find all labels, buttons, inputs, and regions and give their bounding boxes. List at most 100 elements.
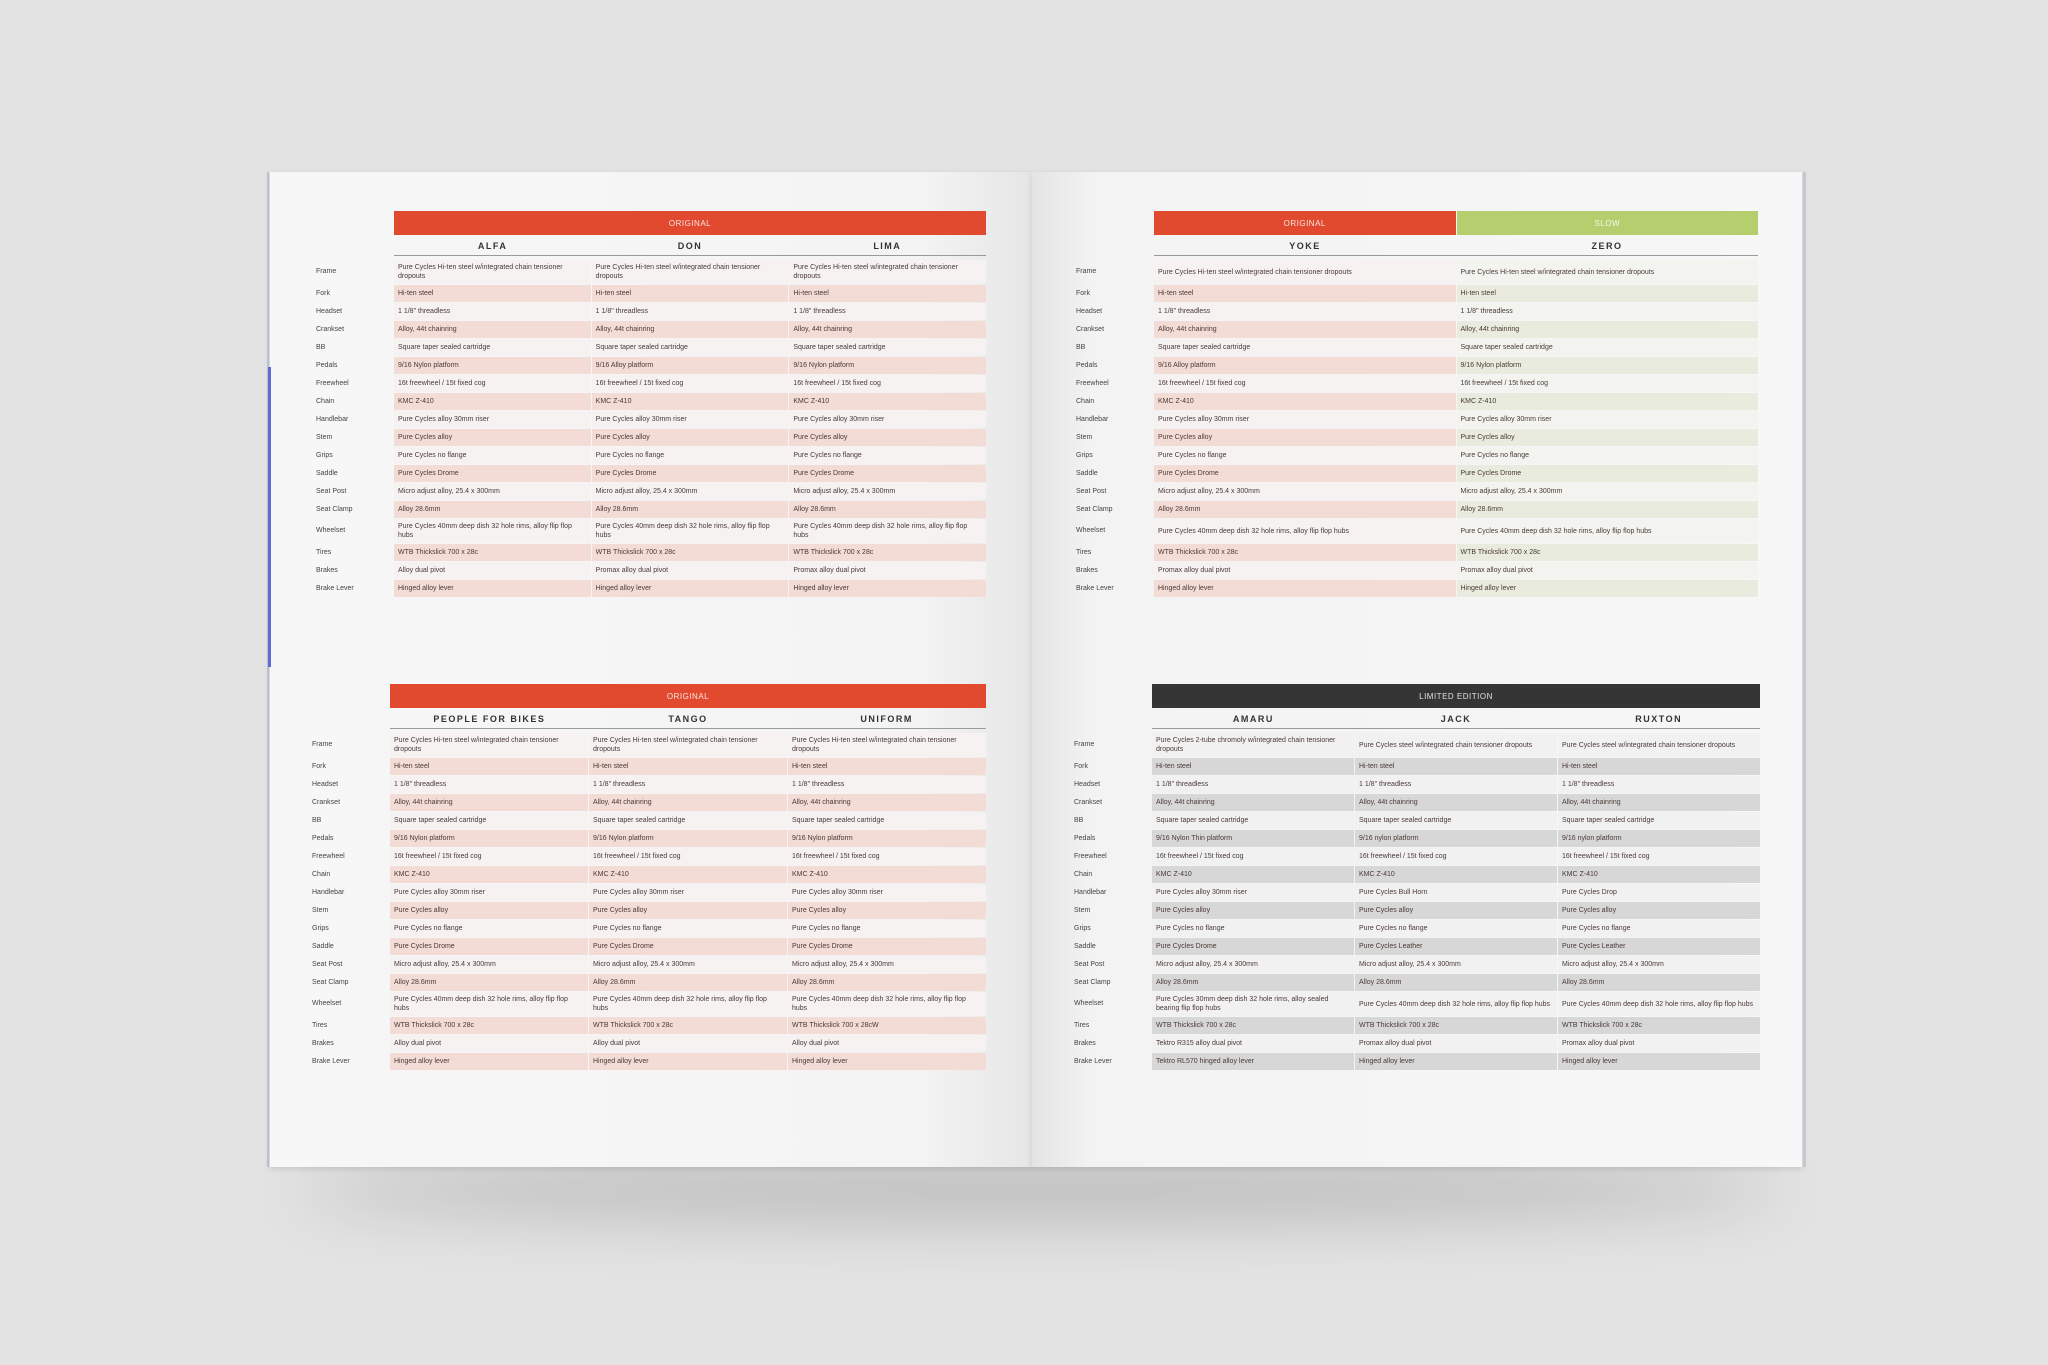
component-label: Saddle <box>316 469 338 477</box>
spec-cell: Pure Cycles Drome <box>788 938 986 955</box>
spec-cell: Pure Cycles Drome <box>589 938 787 955</box>
spec-cell: Square taper sealed cartridge <box>1154 339 1456 356</box>
model-name: ZERO <box>1591 241 1623 251</box>
spec-row: Pedals 9/16 Nylon Thin platform 9/16 nylon… <box>1074 830 1760 847</box>
spec-cell: Promax alloy dual pivot <box>591 562 789 579</box>
spec-cell: Pure Cycles no flange <box>390 920 588 937</box>
spec-cell: Pure Cycles Leather <box>1355 938 1557 955</box>
model-header-row: YOKE ZERO <box>1154 235 1758 256</box>
spec-cell: 9/16 nylon platform <box>1355 830 1557 847</box>
spec-row: Chain KMC Z-410 KMC Z-410 KMC Z-410 <box>1074 866 1760 883</box>
spec-cell: 9/16 Nylon platform <box>589 830 787 847</box>
spec-cell: Pure Cycles no flange <box>1456 447 1758 464</box>
spec-cell: KMC Z-410 <box>1152 866 1354 883</box>
spec-cell: 16t freewheel / 15t fixed cog <box>788 848 986 865</box>
spec-cell: Pure Cycles alloy 30mm riser <box>1154 411 1456 428</box>
spec-row: Seat Clamp Alloy 28.6mm Alloy 28.6mm Alloy … <box>1074 974 1760 991</box>
spec-cell: Hi-ten steel <box>591 285 789 302</box>
spec-cell: Pure Cycles 40mm deep dish 32 hole rims,… <box>591 519 789 543</box>
component-label: Tires <box>1076 548 1092 556</box>
spec-cell: Pure Cycles alloy <box>789 429 987 446</box>
spec-cell: Alloy, 44t chainring <box>1456 321 1758 338</box>
spec-row: Wheelset Pure Cycles 40mm deep dish 32 ho… <box>312 992 986 1016</box>
spec-cell: WTB Thickslick 700 x 28c <box>1154 544 1456 561</box>
spec-cell: Pure Cycles 30mm deep dish 32 hole rims,… <box>1152 992 1354 1016</box>
component-label: Saddle <box>1074 942 1096 950</box>
component-label: Wheelset <box>316 527 346 534</box>
component-label: Tires <box>316 548 332 556</box>
spec-cell: Alloy 28.6mm <box>1456 501 1758 518</box>
component-label: Handlebar <box>316 415 349 423</box>
spec-cell: 16t freewheel / 15t fixed cog <box>1355 848 1557 865</box>
spec-cell: Hi-ten steel <box>589 758 787 775</box>
spec-table-limited-edition: LIMITED EDITION AMARU JACK RUXTON Frame Pure … <box>1074 684 1760 1070</box>
model-name: UNIFORM <box>860 714 913 724</box>
component-label: Brakes <box>1076 566 1098 574</box>
spec-cell: Hinged alloy lever <box>789 580 987 597</box>
section-category-bar: ORIGINAL <box>390 684 986 708</box>
component-label: Tires <box>312 1021 328 1029</box>
spec-cell: Pure Cycles alloy <box>788 902 986 919</box>
spec-row: BB Square taper sealed cartridge Square ta… <box>1074 812 1760 829</box>
spec-row: Chain KMC Z-410 KMC Z-410 KMC Z-410 <box>316 393 987 410</box>
spec-row: Tires WTB Thickslick 700 x 28c WTB Thicksl… <box>316 544 987 561</box>
spec-cell: 9/16 Nylon platform <box>788 830 986 847</box>
spec-cell: Pure Cycles alloy 30mm riser <box>394 411 591 428</box>
category-label: ORIGINAL <box>394 211 986 235</box>
spec-row: Frame Pure Cycles Hi-ten steel w/integrat… <box>316 260 987 284</box>
component-label: Stem <box>1074 906 1091 914</box>
spec-cell: Alloy 28.6mm <box>394 501 591 518</box>
spec-cell: 16t freewheel / 15t fixed cog <box>1558 848 1760 865</box>
spec-row: Fork Hi-ten steel Hi-ten steel Hi-ten steel <box>312 758 986 775</box>
spec-cell: Pure Cycles 40mm deep dish 32 hole rims,… <box>789 519 987 543</box>
spec-cell: 9/16 nylon platform <box>1558 830 1760 847</box>
component-label: Pedals <box>316 361 338 369</box>
section-category-bar: ORIGINAL <box>394 211 986 235</box>
spec-cell: Alloy, 44t chainring <box>394 321 591 338</box>
spec-cell: Micro adjust alloy, 25.4 x 300mm <box>1456 483 1758 500</box>
spec-cell: Micro adjust alloy, 25.4 x 300mm <box>1355 956 1557 973</box>
component-label: Stem <box>312 906 329 914</box>
component-label: Grips <box>1076 451 1093 459</box>
spec-row: BB Square taper sealed cartridge Square ta… <box>312 812 986 829</box>
spec-row: Seat Post Micro adjust alloy, 25.4 x 300m… <box>1074 956 1760 973</box>
component-label: Seat Post <box>316 487 347 495</box>
section-category-bar: LIMITED EDITION <box>1152 684 1760 708</box>
spec-cell: KMC Z-410 <box>390 866 588 883</box>
component-label: Wheelset <box>1076 527 1106 534</box>
spec-row: Stem Pure Cycles alloy Pure Cycles alloy Pu… <box>1074 902 1760 919</box>
spec-cell: 9/16 Nylon platform <box>394 357 591 374</box>
spec-row: Headset 1 1/8" threadless 1 1/8" threadles… <box>1074 776 1760 793</box>
component-label: Seat Post <box>1076 487 1107 495</box>
spec-cell: Hinged alloy lever <box>1154 580 1456 597</box>
spec-cell: Pure Cycles Drome <box>591 465 789 482</box>
spec-cell: Pure Cycles Bull Horn <box>1355 884 1557 901</box>
spec-cell: Pure Cycles Hi-ten steel w/integrated ch… <box>788 733 986 757</box>
spec-rows: Frame Pure Cycles Hi-ten steel w/integrat… <box>316 260 987 597</box>
spec-cell: Pure Cycles 40mm deep dish 32 hole rims,… <box>1355 992 1557 1016</box>
model-name: PEOPLE FOR BIKES <box>433 714 546 724</box>
component-label: Headset <box>316 307 343 315</box>
spec-cell: WTB Thickslick 700 x 28c <box>1558 1017 1760 1034</box>
component-label: Wheelset <box>1074 1000 1104 1007</box>
spec-cell: Hinged alloy lever <box>591 580 789 597</box>
spec-row: Headset 1 1/8" threadless 1 1/8" threadles… <box>312 776 986 793</box>
component-label: Frame <box>1076 268 1097 275</box>
component-label: Seat Clamp <box>1076 505 1113 513</box>
spec-cell: Pure Cycles 2-tube chromoly w/integrated… <box>1152 733 1354 757</box>
spec-row: Tires WTB Thickslick 700 x 28c WTB Thicksl… <box>312 1017 986 1034</box>
spec-cell: Pure Cycles no flange <box>1154 447 1456 464</box>
spec-cell: Micro adjust alloy, 25.4 x 300mm <box>390 956 588 973</box>
spec-row: BB Square taper sealed cartridge Square ta… <box>1076 339 1758 356</box>
spec-row: Grips Pure Cycles no flange Pure Cycles no… <box>1074 920 1760 937</box>
spec-cell: Pure Cycles 40mm deep dish 32 hole rims,… <box>788 992 986 1016</box>
component-label: Seat Clamp <box>316 505 353 513</box>
spec-cell: Hinged alloy lever <box>394 580 591 597</box>
spec-cell: Pure Cycles steel w/integrated chain ten… <box>1558 733 1760 757</box>
spec-cell: Tektro R315 alloy dual pivot <box>1152 1035 1354 1052</box>
model-name: YOKE <box>1289 241 1321 251</box>
spec-cell: KMC Z-410 <box>1355 866 1557 883</box>
spec-cell: Alloy dual pivot <box>390 1035 588 1052</box>
spec-cell: Alloy 28.6mm <box>789 501 987 518</box>
spec-row: Fork Hi-ten steel Hi-ten steel Hi-ten steel <box>1074 758 1760 775</box>
